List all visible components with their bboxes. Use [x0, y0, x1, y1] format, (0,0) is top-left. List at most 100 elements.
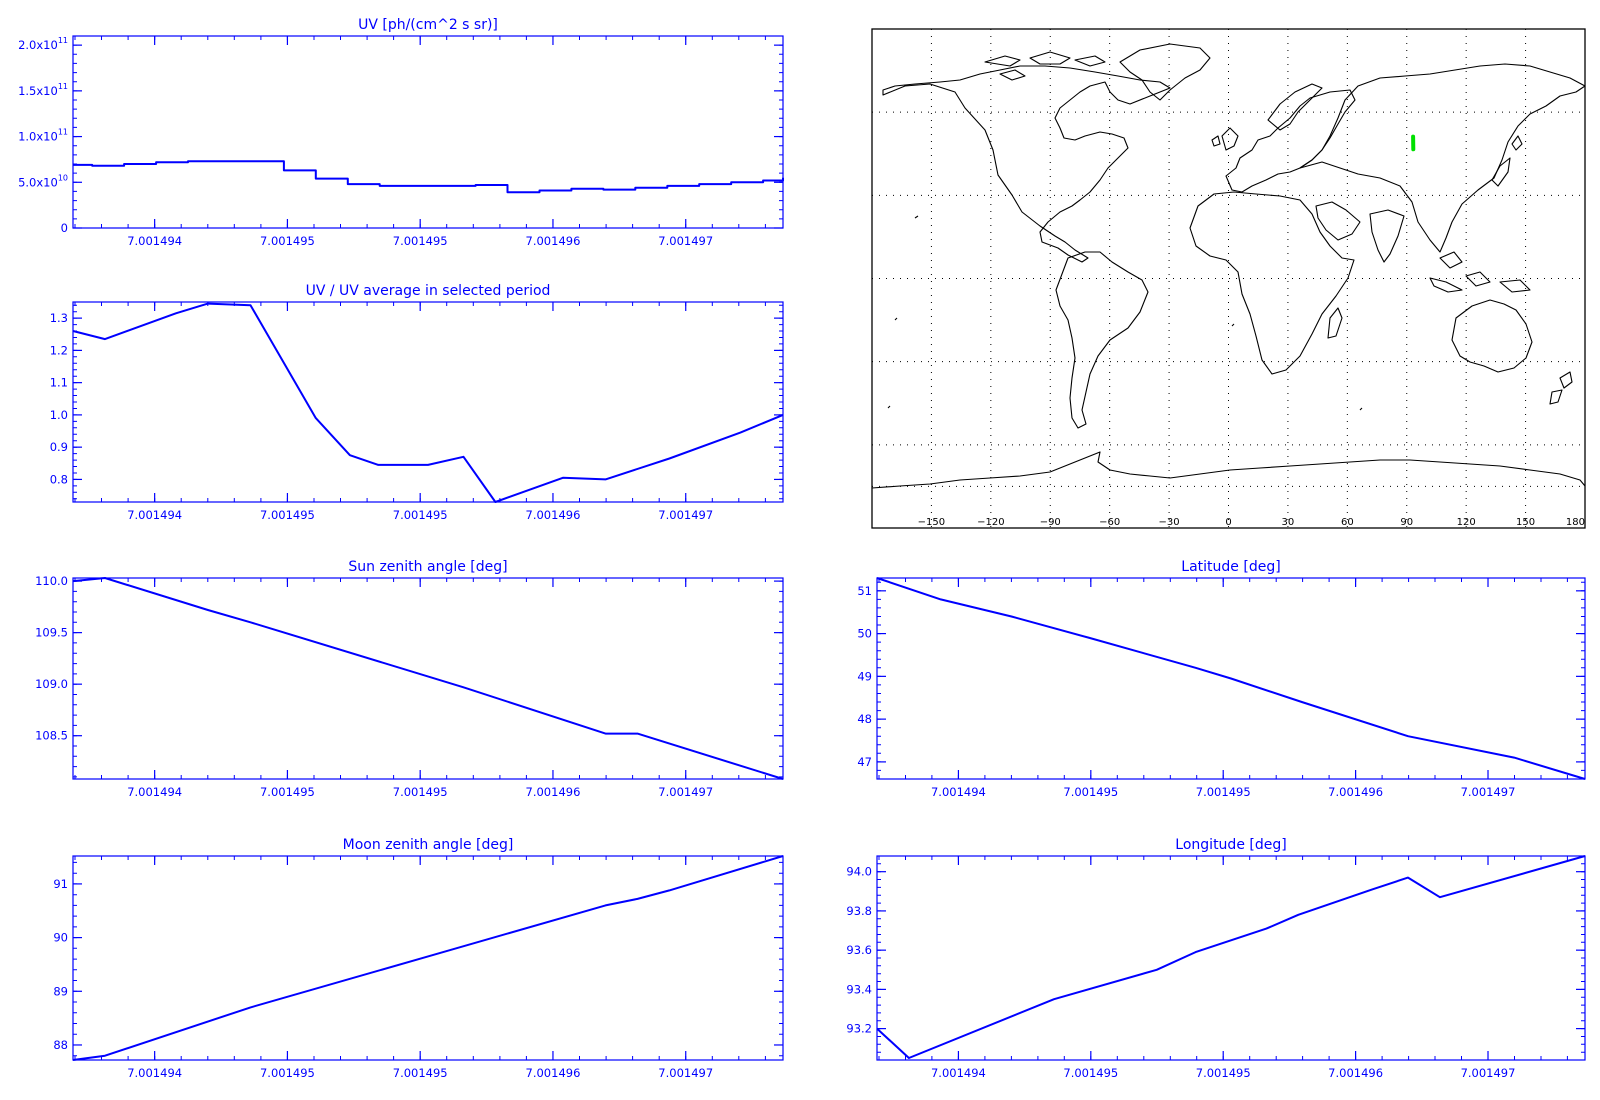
- x-tick-label: 7.001497: [1461, 785, 1516, 799]
- x-tick-label: 7.001496: [1328, 785, 1383, 799]
- x-minor-ticks: [74, 36, 766, 228]
- x-tick-label: 7.001495: [393, 508, 448, 522]
- y-minor-ticks: [73, 35, 783, 229]
- coast-north-america: [882, 65, 1171, 263]
- map-longitude-label: 60: [1341, 517, 1354, 528]
- coast-indonesia: [1429, 251, 1531, 293]
- y-tick-label: 90: [53, 931, 68, 945]
- x-tick-label: 7.001494: [127, 785, 182, 799]
- y-tick-label: 48: [857, 712, 872, 726]
- x-tick-label: 7.001494: [127, 234, 182, 248]
- panel-uv: UV [ph/(cm^2 s sr)]05.0x10101.0x10111.5x…: [18, 17, 784, 248]
- coast-greenland: [1119, 43, 1211, 101]
- plot-frame: [72, 577, 784, 780]
- coast-british-isles: [1211, 127, 1239, 151]
- plot-frame: [876, 577, 1586, 780]
- y-tick-label: 50: [857, 627, 872, 641]
- y-tick-label: 49: [857, 669, 872, 683]
- panel-uv-ratio: UV / UV average in selected period 0.8 0.9…: [50, 283, 784, 522]
- panel-latitude: Latitude [deg] 47 48 49 50 51 7.001494 7.001495…: [857, 559, 1586, 799]
- plot-frame: [72, 855, 784, 1061]
- x-tick-label: 7.001497: [658, 1066, 713, 1080]
- y-tick-label: 109.5: [35, 626, 68, 640]
- y-tick-label: 91: [53, 877, 68, 891]
- x-tick-label: 7.001496: [526, 785, 581, 799]
- y-tick-label: 1.5x1011: [18, 82, 68, 98]
- x-tick-label: 7.001495: [1063, 1066, 1118, 1080]
- coast-africa: [1189, 191, 1355, 375]
- x-tick-label: 7.001496: [526, 234, 581, 248]
- x-tick-label: 7.001495: [260, 785, 315, 799]
- y-tick-label: 110.0: [35, 574, 68, 588]
- coast-japan: [1491, 135, 1523, 187]
- x-minor-ticks: [74, 578, 766, 779]
- coast-south-america: [1055, 251, 1149, 429]
- y-tick-label: 88: [53, 1038, 68, 1052]
- coast-india: [1369, 209, 1405, 263]
- series-line: [72, 302, 784, 503]
- y-tick-label: 1.0x1011: [18, 128, 68, 144]
- x-tick-label: 7.001495: [1196, 1066, 1251, 1080]
- panel-sun-zenith: Sun zenith angle [deg] 108.5 109.0 109.5 110…: [35, 559, 784, 799]
- x-minor-ticks: [878, 578, 1568, 779]
- x-minor-ticks: [74, 302, 766, 502]
- plot-title: Longitude [deg]: [1175, 837, 1286, 853]
- y-tick-label: 89: [53, 984, 68, 998]
- y-tick-base: 1.5x10: [18, 84, 58, 98]
- y-tick-label: 5.0x1010: [18, 173, 68, 189]
- x-tick-label: 7.001495: [1196, 785, 1251, 799]
- map-longitude-label: −30: [1159, 517, 1180, 528]
- y-tick-base: 2.0x10: [18, 38, 58, 52]
- coast-australia: [1451, 299, 1533, 373]
- y-tick-exponent: 10: [58, 173, 68, 182]
- x-tick-label: 7.001494: [931, 785, 986, 799]
- x-tick-label: 7.001495: [260, 234, 315, 248]
- y-tick-exponent: 11: [58, 36, 68, 45]
- plot-frame: [72, 35, 784, 229]
- map-longitude-label: −60: [1099, 517, 1120, 528]
- panel-moon-zenith: Moon zenith angle [deg] 88 89 90 91 7.001494 7…: [53, 837, 784, 1080]
- map-longitude-label: 0: [1225, 517, 1231, 528]
- y-tick-label: 93.6: [846, 943, 872, 957]
- coast-asia: [1299, 63, 1586, 253]
- coast-arabia: [1315, 201, 1361, 241]
- y-minor-ticks: [73, 304, 783, 500]
- series-line: [876, 855, 1586, 1059]
- map-longitude-label: −120: [977, 517, 1004, 528]
- map-longitude-label: 150: [1516, 517, 1535, 528]
- map-longitude-label: 90: [1400, 517, 1413, 528]
- x-tick-label: 7.001497: [1461, 1066, 1516, 1080]
- map-longitude-label: 120: [1457, 517, 1476, 528]
- map-longitude-label: 30: [1282, 517, 1295, 528]
- series-line: [73, 160, 784, 194]
- map-longitude-label: 180: [1566, 517, 1585, 528]
- y-minor-ticks: [73, 861, 783, 1057]
- y-tick-label: 93.2: [846, 1022, 872, 1036]
- x-tick-label: 7.001494: [127, 1066, 182, 1080]
- y-tick-exponent: 11: [58, 128, 68, 137]
- x-tick-label: 7.001495: [1063, 785, 1118, 799]
- x-tick-label: 7.001497: [658, 508, 713, 522]
- x-tick-label: 7.001495: [393, 234, 448, 248]
- map-longitude-ticks: −150 −120 −90 −60 −30 0 30 60 90 120 150 180: [918, 517, 1585, 528]
- y-tick-label: 1.1: [50, 376, 68, 390]
- y-tick-base: 1.0x10: [18, 130, 58, 144]
- x-tick-label: 7.001497: [658, 785, 713, 799]
- coast-new-zealand: [1549, 371, 1573, 405]
- x-minor-ticks: [878, 856, 1568, 1060]
- plot-title: Moon zenith angle [deg]: [343, 837, 514, 853]
- map-longitude-label: −150: [918, 517, 945, 528]
- coast-small-islands: [887, 215, 1363, 411]
- series-line: [876, 577, 1586, 780]
- y-tick-label: 94.0: [846, 865, 872, 879]
- y-tick-label: 1.2: [50, 343, 68, 357]
- y-tick-label: 1.3: [50, 311, 68, 325]
- x-tick-label: 7.001495: [260, 508, 315, 522]
- y-tick-label: 93.8: [846, 904, 872, 918]
- x-tick-label: 7.001495: [260, 1066, 315, 1080]
- plot-panels: UV [ph/(cm^2 s sr)]05.0x10101.0x10111.5x…: [18, 17, 1586, 1080]
- map-coastlines: [871, 43, 1586, 489]
- y-tick-label: 47: [857, 755, 872, 769]
- x-tick-label: 7.001496: [526, 508, 581, 522]
